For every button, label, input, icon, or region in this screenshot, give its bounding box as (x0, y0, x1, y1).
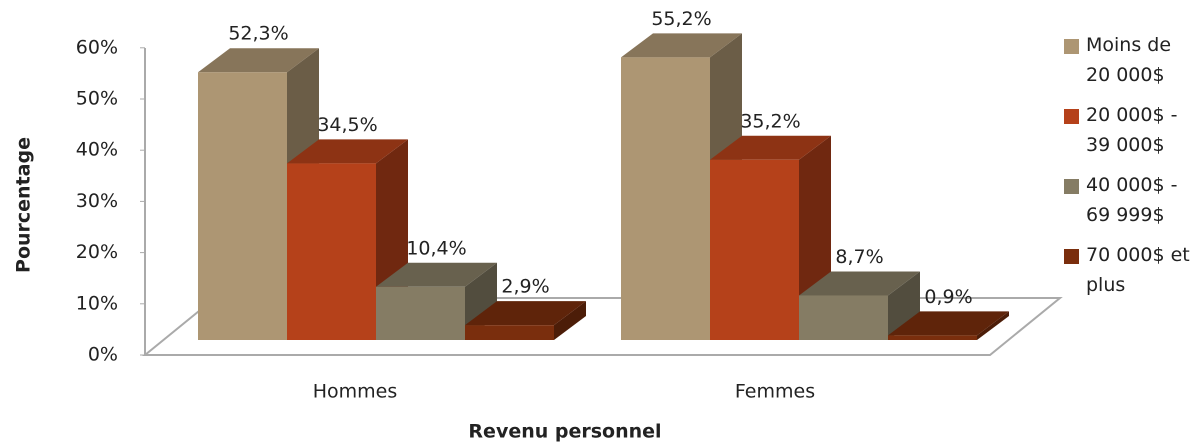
value-label: 10,4% (406, 237, 466, 259)
bar (287, 163, 376, 340)
legend-swatch (1064, 249, 1079, 264)
bar (710, 159, 799, 340)
value-label: 55,2% (651, 8, 711, 30)
bar (198, 72, 287, 340)
y-tick-label: 30% (76, 190, 118, 212)
value-label: 0,9% (924, 286, 972, 308)
y-tick-label: 40% (76, 139, 118, 161)
legend-label: 40 000$ - 69 999$ (1086, 174, 1178, 226)
y-tick-label: 0% (88, 344, 118, 366)
value-label: 52,3% (228, 23, 288, 45)
bar-side (554, 301, 586, 340)
value-label: 35,2% (740, 110, 800, 132)
bar (799, 295, 888, 340)
y-tick-label: 60% (76, 36, 118, 58)
x-tick-label: Femmes (735, 381, 815, 403)
bar-top (198, 48, 319, 73)
bar-top (287, 139, 408, 164)
legend-item: 20 000$ - 39 000$ (1064, 100, 1192, 160)
bar-top (376, 262, 497, 287)
bar-side (888, 271, 920, 340)
legend-label: 70 000$ et plus (1086, 244, 1190, 296)
legend-label: Moins de 20 000$ (1086, 34, 1172, 86)
legend-label: 20 000$ - 39 000$ (1086, 104, 1178, 156)
legend-swatch (1064, 179, 1079, 194)
legend-item: 40 000$ - 69 999$ (1064, 170, 1192, 230)
bar-top (710, 135, 831, 160)
value-label: 34,5% (317, 114, 377, 136)
legend-item: 70 000$ et plus (1064, 240, 1192, 300)
legend-item: Moins de 20 000$ (1064, 30, 1192, 90)
bar (621, 57, 710, 340)
bar-top (465, 301, 586, 326)
y-axis-title: Pourcentage (13, 137, 35, 273)
value-label: 2,9% (501, 276, 549, 298)
legend-swatch (1064, 109, 1079, 124)
legend: Moins de 20 000$ 20 000$ - 39 000$ 40 000$… (1064, 30, 1192, 310)
bar-side (977, 311, 1009, 340)
bar (888, 335, 977, 340)
x-axis-title: Revenu personnel (468, 421, 661, 443)
bar-top (888, 311, 1009, 336)
bar (376, 286, 465, 340)
value-label: 8,7% (835, 246, 883, 268)
y-tick-label: 20% (76, 241, 118, 263)
bar-top (621, 33, 742, 58)
bar-top (799, 271, 920, 296)
y-tick-label: 50% (76, 88, 118, 110)
bar (465, 325, 554, 340)
legend-swatch (1064, 39, 1079, 54)
y-tick-label: 10% (76, 292, 118, 314)
x-tick-label: Hommes (313, 381, 398, 403)
